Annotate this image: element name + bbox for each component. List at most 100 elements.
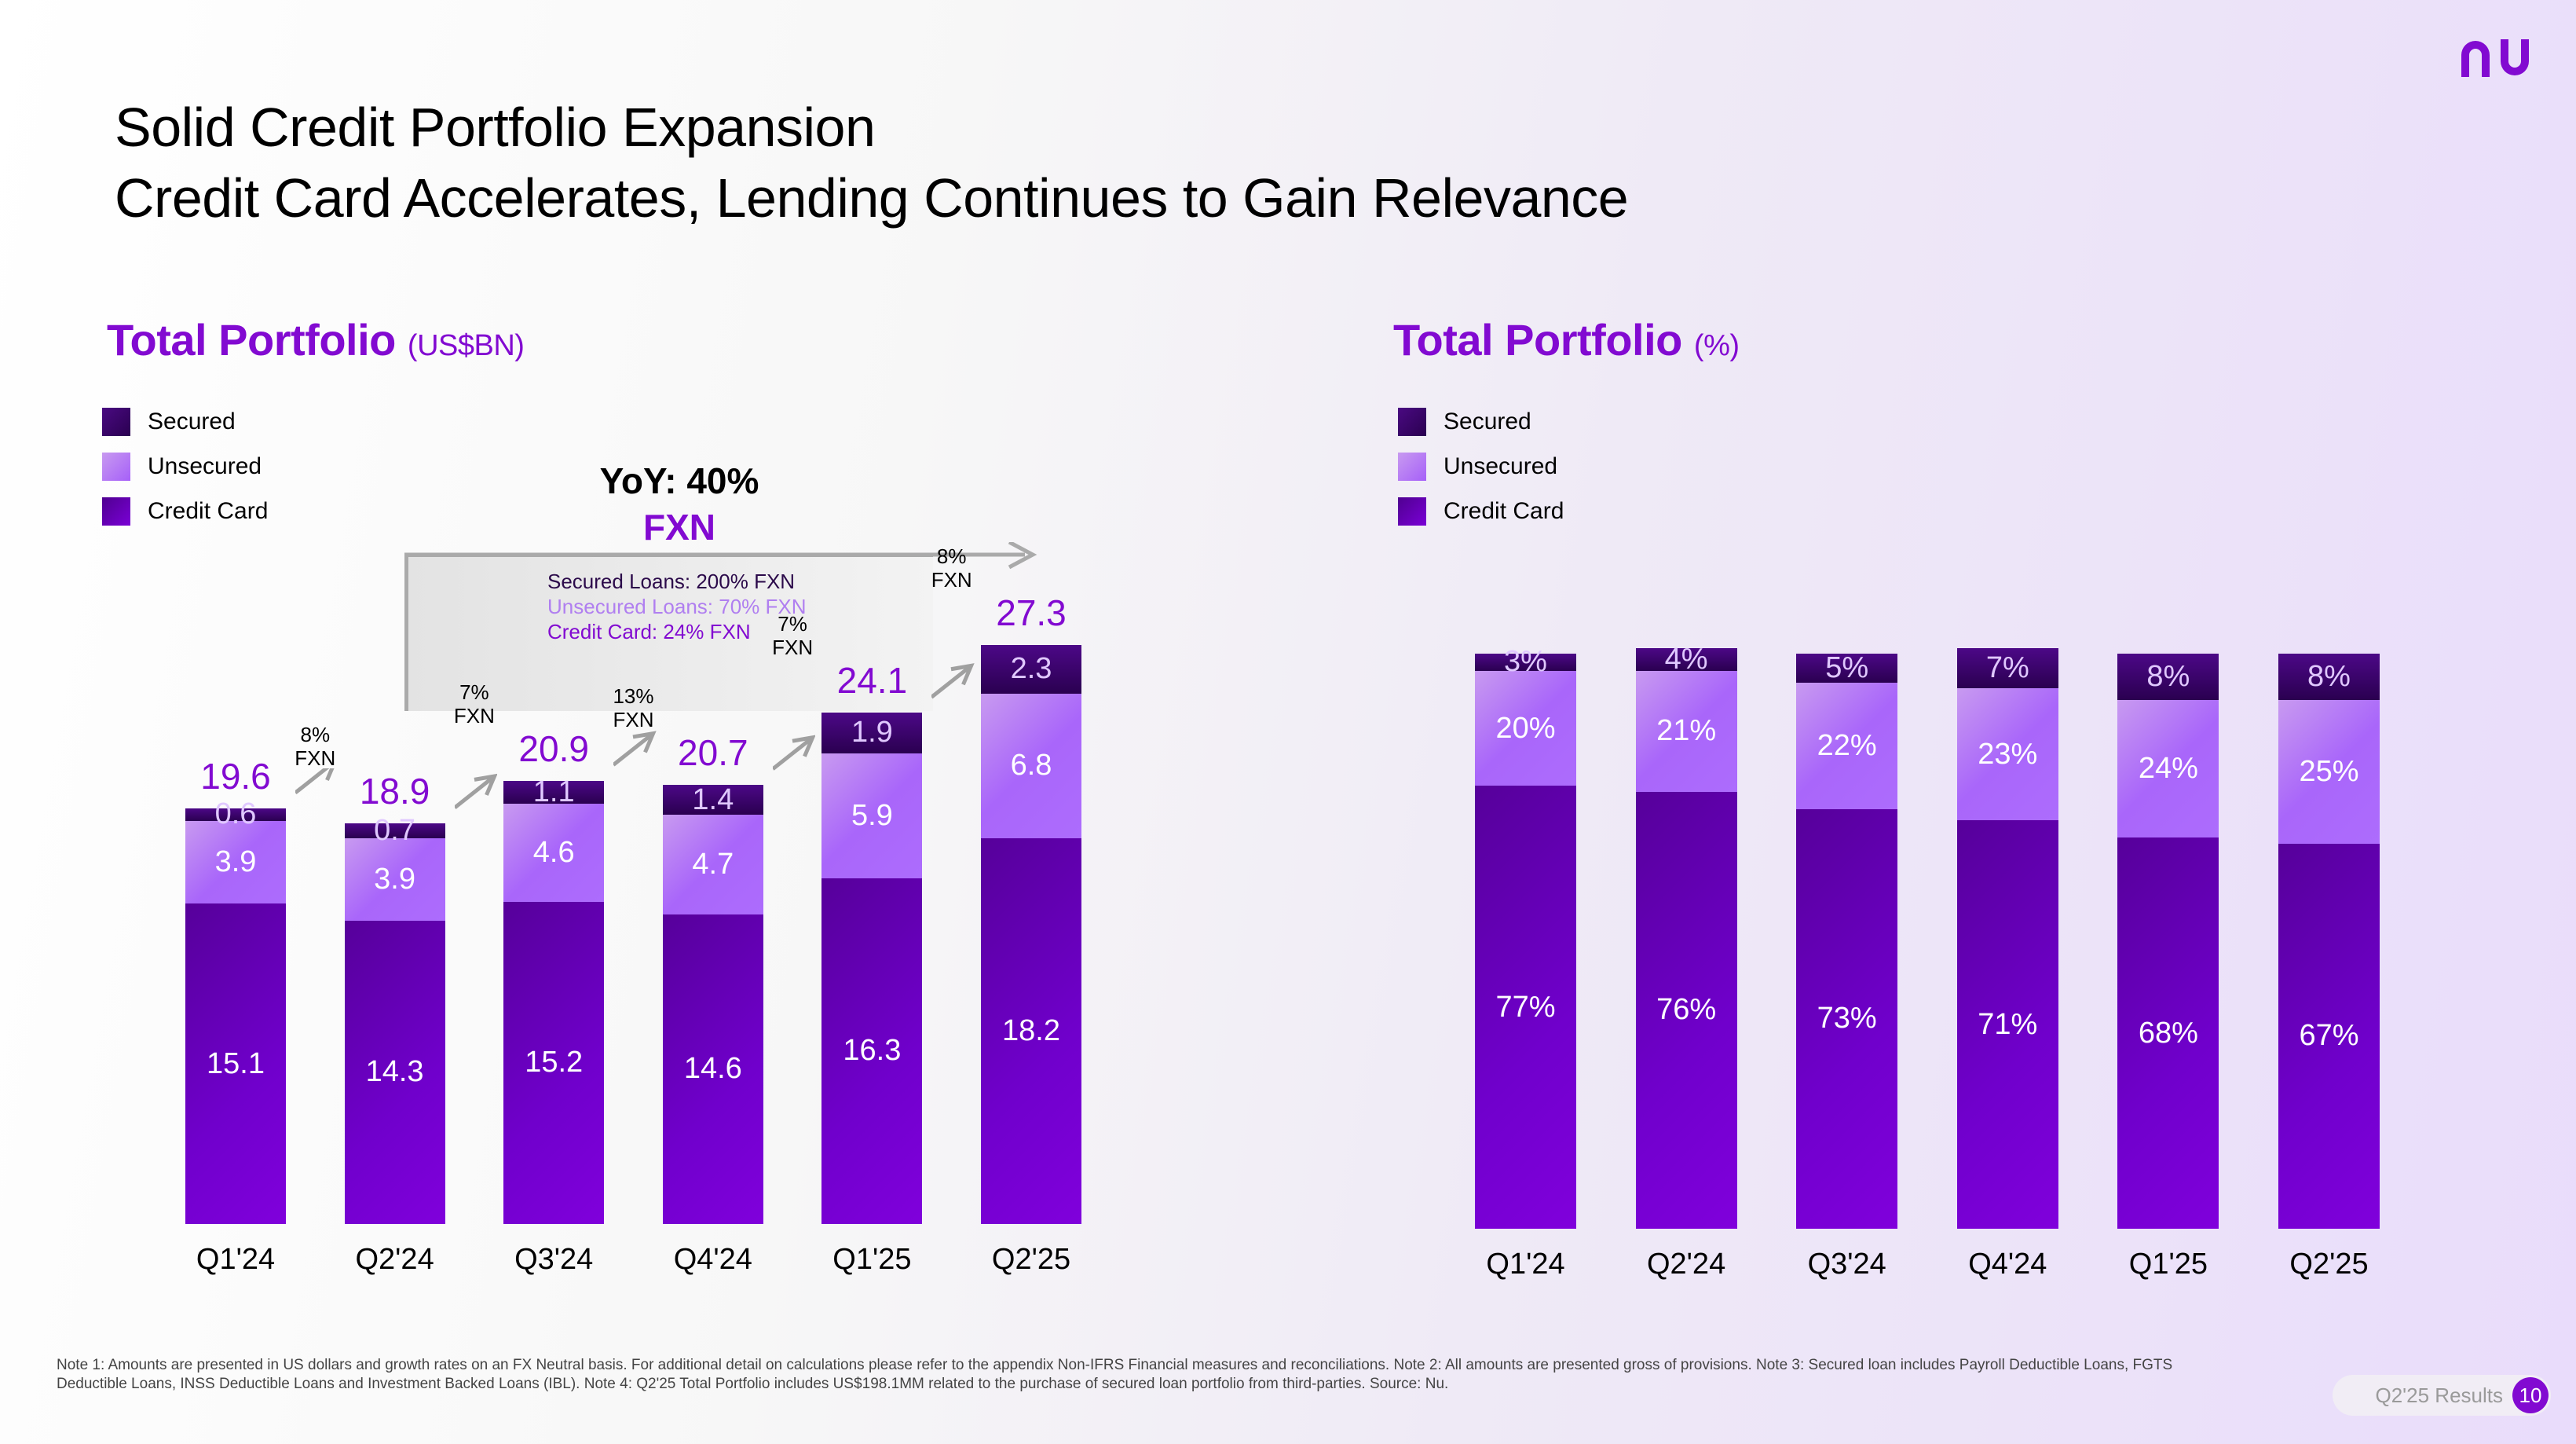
x-axis-tick-label: Q1'25 [2128, 1248, 2208, 1281]
left-chart-unit: (US$BN) [407, 329, 525, 362]
left-chart-title-text: Total Portfolio [107, 315, 396, 365]
legend-swatch-secured [102, 407, 130, 436]
bar-segment-secured: 7% [1956, 647, 2058, 688]
bar-total-label: 27.3 [996, 592, 1067, 633]
bar-value-label: 23% [1978, 737, 2038, 771]
bar-segment-unsecured: 4.7 [662, 814, 763, 914]
bar-segment-credit-card: 14.3 [344, 920, 445, 1224]
yoy-detail-unsecured: Unsecured Loans: 70% FXN [547, 595, 807, 618]
left-legend: Secured Unsecured Credit Card [102, 399, 268, 533]
qoq-growth-pct: 7% [459, 680, 489, 704]
bar-total-label: 18.9 [359, 770, 430, 812]
bar-value-label: 68% [2138, 1016, 2198, 1050]
legend-item-credit-card: Credit Card [1398, 489, 1564, 533]
bar-segment-secured: 8% [2278, 654, 2380, 700]
legend-swatch-unsecured [102, 452, 130, 481]
bar-segment-credit-card: 71% [1956, 820, 2058, 1229]
qoq-growth-fxn: FXN [453, 703, 495, 727]
bar-segment-unsecured: 21% [1635, 670, 1737, 792]
bar-segment-secured: 1.9 [821, 713, 923, 753]
bar-value-label: 2.3 [1010, 652, 1052, 686]
bar-segment-unsecured: 3.9 [344, 837, 445, 921]
legend-item-secured: Secured [1398, 399, 1564, 444]
qoq-growth-label: 8% FXN [913, 544, 991, 592]
bar-segment-unsecured: 6.8 [981, 694, 1081, 838]
qoq-growth-pct: 8% [936, 544, 967, 568]
bar-segment-unsecured: 24% [2117, 699, 2219, 838]
page-title: Solid Credit Portfolio Expansion [115, 97, 876, 158]
bar-value-label: 71% [1978, 1007, 2038, 1041]
left-stacked-bar-chart: 15.1 3.9 0.6 Q1'24 14.3 3.9 0.7 Q2'24 15.2 4.6 1.1… [0, 0, 1335, 1336]
qoq-growth-fxn: FXN [772, 636, 814, 660]
x-axis-tick-label: Q2'24 [1646, 1248, 1726, 1281]
bar-segment-secured: 5% [1796, 651, 1898, 684]
qoq-growth-pct: 7% [778, 612, 807, 636]
x-axis-tick-label: Q2'25 [2289, 1248, 2369, 1281]
footer-notes: Note 1: Amounts are presented in US doll… [57, 1357, 2173, 1392]
qoq-growth-pct: 8% [300, 722, 331, 746]
bar-segment-unsecured: 25% [2278, 699, 2380, 844]
bar-total-label: 20.7 [678, 732, 748, 774]
qoq-growth-fxn: FXN [931, 567, 972, 592]
legend-label: Credit Card [1444, 497, 1564, 524]
legend-item-unsecured: Unsecured [102, 444, 268, 489]
bar-segment-secured: 8% [2117, 654, 2219, 700]
bar-value-label: 1.1 [532, 775, 575, 809]
nu-logo-icon [2461, 39, 2529, 77]
bar-segment-secured: 3% [1475, 645, 1576, 678]
legend-swatch-secured [1398, 407, 1426, 436]
legend-swatch-unsecured [1398, 452, 1426, 481]
bar-value-label: 3.9 [374, 862, 415, 896]
bar-value-label: 3.9 [214, 845, 257, 879]
legend-item-credit-card: Credit Card [102, 489, 268, 533]
x-axis-tick-label: Q4'24 [1968, 1248, 2047, 1281]
legend-item-unsecured: Unsecured [1398, 444, 1564, 489]
legend-label: Secured [1444, 408, 1531, 434]
qoq-growth-label: 7% FXN [435, 680, 514, 727]
bar-segment-secured: 4% [1635, 643, 1737, 676]
yoy-detail-credit-card: Credit Card: 24% FXN [547, 620, 751, 643]
yoy-fxn-label: FXN [643, 507, 715, 548]
bar-value-label: 22% [1817, 728, 1877, 762]
bar-value-label: 3% [1504, 645, 1547, 679]
x-axis-tick-label: Q3'24 [1807, 1248, 1886, 1281]
bar-value-label: 8% [2307, 659, 2351, 693]
right-chart-unit: (%) [1693, 329, 1740, 362]
bar-value-label: 14.3 [365, 1055, 424, 1089]
page-subtitle: Credit Card Accelerates, Lending Continu… [115, 167, 1629, 229]
x-axis-tick-label: Q1'25 [832, 1243, 912, 1276]
right-legend: Secured Unsecured Credit Card [1398, 399, 1564, 533]
right-chart-title: Total Portfolio (%) [1393, 314, 1740, 365]
bar-value-label: 14.6 [683, 1052, 742, 1086]
bar-segment-secured: 2.3 [981, 644, 1081, 694]
bar-value-label: 73% [1817, 1002, 1877, 1035]
bar-segment-unsecured: 4.6 [503, 804, 605, 902]
bar-value-label: 15.2 [525, 1046, 584, 1079]
legend-swatch-credit-card [1398, 497, 1426, 526]
bar-segment-credit-card: 15.2 [503, 901, 605, 1224]
yoy-growth-label: YoY: 40% [599, 460, 759, 501]
bar-value-label: 25% [2299, 754, 2359, 788]
growth-arrow-icon [931, 663, 975, 699]
x-axis-tick-label: Q1'24 [196, 1243, 276, 1276]
right-stacked-bar-chart: 77% 20% 3% Q1'24 76% 21% 4% Q2'24 73% 22% 5% Q3'24 7… [1475, 643, 2380, 1281]
bar-segment-unsecured: 22% [1796, 682, 1898, 809]
legend-label: Credit Card [148, 497, 269, 524]
bar-segment-unsecured: 23% [1956, 687, 2058, 821]
x-axis-tick-label: Q2'24 [355, 1243, 434, 1276]
x-axis-tick-label: Q1'24 [1486, 1248, 1565, 1281]
bar-value-label: 4.7 [692, 847, 734, 881]
yoy-arrow-icon [404, 542, 1037, 570]
bar-total-label: 20.9 [518, 727, 589, 769]
bar-value-label: 1.9 [851, 716, 893, 749]
growth-arrow-icon [613, 731, 657, 767]
bar-value-label: 4% [1664, 642, 1708, 676]
bar-segment-unsecured: 3.9 [185, 821, 286, 904]
bar-segment-credit-card: 76% [1635, 791, 1737, 1229]
bar-value-label: 7% [1985, 651, 2029, 684]
bar-segment-unsecured: 20% [1475, 670, 1576, 786]
right-chart-title-text: Total Portfolio [1393, 315, 1682, 365]
yoy-details: Secured Loans: 200% FXN Unsecured Loans:… [547, 569, 807, 644]
qoq-growth-fxn: FXN [613, 708, 654, 732]
growth-arrow-icon [295, 768, 335, 794]
